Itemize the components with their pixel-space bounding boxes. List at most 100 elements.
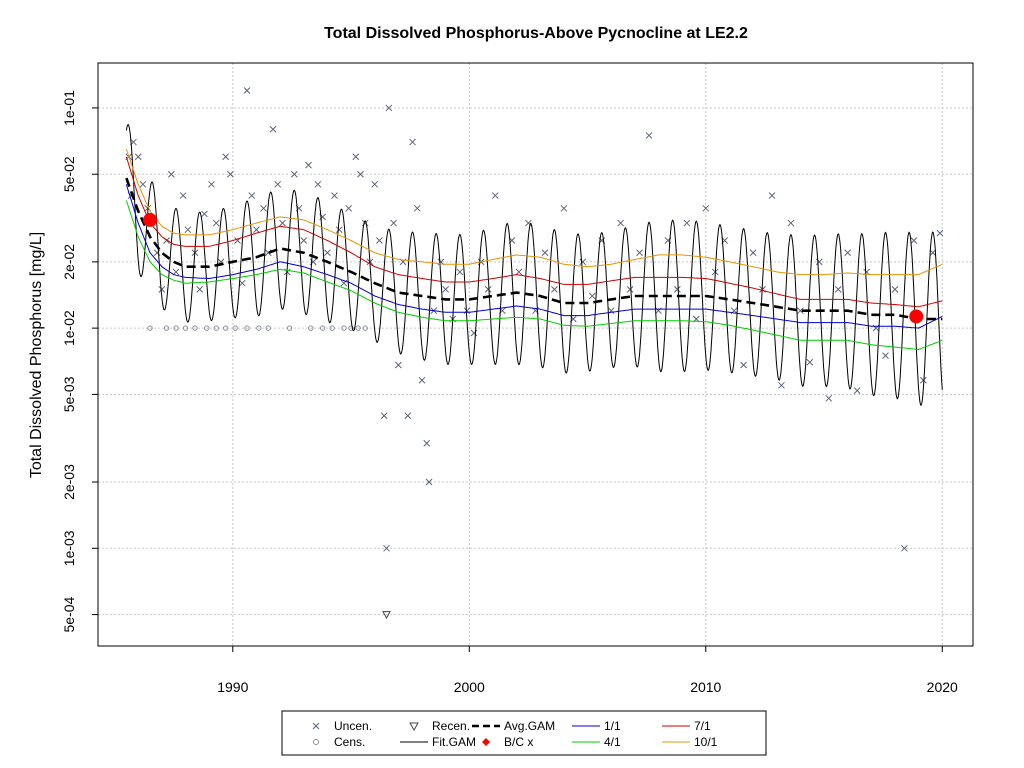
uncensored-point — [227, 170, 234, 178]
censored-point — [232, 325, 238, 331]
plot-frame — [97, 62, 974, 647]
uncensored-point — [212, 219, 220, 227]
fit-gam-line — [125, 123, 943, 407]
uncensored-point — [179, 192, 187, 199]
y-tick-label: 5e-04 — [61, 596, 77, 632]
y-axis-label: Total Dissolved Phosphorus [mg/L] — [28, 232, 45, 478]
x-tick-label: 2020 — [927, 679, 958, 695]
uncensored-point — [274, 180, 282, 188]
chart-title: Total Dissolved Phosphorus-Above Pycnocl… — [324, 25, 748, 42]
uncensored-point — [491, 192, 499, 199]
uncensored-point — [787, 219, 795, 227]
uncensored-point — [423, 439, 431, 447]
censored-point — [223, 325, 229, 331]
y-tick-label: 1e-02 — [61, 310, 77, 346]
uncensored-point — [248, 192, 256, 199]
y-tick-label: 1e-01 — [61, 90, 77, 126]
uncensored-point — [579, 258, 587, 266]
series-line-4-1 — [125, 200, 943, 351]
censored-point — [163, 325, 170, 331]
fit-gam-path — [125, 123, 943, 407]
legend-label: Recen. — [432, 719, 470, 733]
uncensored-point — [383, 544, 390, 552]
uncensored-point — [901, 544, 908, 552]
uncensored-point — [279, 219, 286, 227]
y-tick-label: 2e-02 — [61, 244, 77, 280]
censored-point — [173, 325, 179, 331]
uncensored-point — [238, 279, 246, 287]
uncensored-point — [825, 394, 833, 402]
uncensored-point — [222, 153, 230, 161]
legend-item: Avg.GAM — [472, 719, 555, 733]
uncensored-point — [158, 285, 166, 293]
uncensored-point — [371, 180, 379, 188]
uncensored-point — [290, 170, 298, 178]
legend-item: 4/1 — [572, 735, 621, 749]
recensored-point — [382, 611, 391, 620]
uncensored-point — [560, 204, 568, 212]
uncensored-point — [882, 352, 889, 359]
y-tick-label: 5e-03 — [61, 376, 77, 412]
uncensored-point — [345, 204, 353, 212]
uncensored-point — [324, 249, 331, 257]
uncensored-point — [264, 249, 272, 257]
censored-point — [329, 325, 335, 331]
legend-label: 4/1 — [604, 735, 621, 749]
censored-point — [362, 325, 368, 331]
uncensored-point — [208, 180, 215, 188]
uncensored-point — [139, 180, 147, 188]
uncensored-point — [269, 125, 277, 133]
uncensored-point — [815, 258, 823, 266]
series-line-1-1 — [125, 184, 943, 329]
legend-item: 1/1 — [572, 719, 621, 733]
uncensored-point — [636, 249, 643, 257]
uncensored-point — [456, 268, 464, 276]
uncensored-point — [484, 285, 492, 293]
censored-point — [341, 325, 347, 331]
uncensored-point — [331, 192, 338, 199]
uncensored-point — [253, 226, 260, 234]
uncensored-point — [380, 412, 388, 420]
censored-point — [192, 325, 198, 331]
uncensored-point — [134, 153, 142, 161]
legend: Uncen. Recen. Avg.GAM 1/1 7/1 Cens. Fit.GAM B/C… — [281, 710, 767, 756]
legend-item: 7/1 — [662, 719, 711, 733]
uncensored-point — [184, 226, 192, 234]
uncensored-point — [588, 292, 596, 300]
uncensored-point — [300, 237, 308, 244]
censored-point — [355, 325, 361, 331]
uncensored-point — [740, 361, 747, 369]
uncensored-point — [376, 237, 383, 244]
legend-symbol-circle — [313, 739, 319, 745]
uncensored-point — [335, 226, 343, 234]
censored-point — [147, 325, 153, 331]
uncensored-point — [910, 237, 918, 244]
uncensored-point — [196, 285, 204, 293]
uncensored-point — [891, 285, 899, 293]
uncensored-point — [768, 192, 776, 199]
uncensored-point — [442, 285, 449, 293]
series-lines — [125, 148, 943, 351]
legend-label: Avg.GAM — [504, 719, 555, 733]
censored-point — [244, 325, 250, 331]
uncensored-point — [541, 249, 549, 257]
censored-point — [348, 325, 354, 331]
y-tick-label: 1e-03 — [61, 530, 77, 566]
uncensored-point — [844, 249, 852, 257]
uncensored-point — [418, 376, 426, 384]
uncensored-point — [390, 219, 397, 227]
legend-item: Uncen. — [312, 719, 372, 733]
uncensored-point — [305, 161, 312, 169]
series-line-10-1 — [125, 148, 943, 276]
uncensored-point — [413, 204, 421, 212]
uncensored-point — [702, 204, 710, 212]
uncensored-point — [470, 329, 478, 337]
bc-point — [143, 212, 158, 227]
uncensored-point — [153, 249, 161, 257]
x-tick-label: 1990 — [217, 679, 248, 695]
legend-label: 7/1 — [694, 719, 711, 733]
censored-point — [308, 325, 314, 331]
uncensored-point — [425, 478, 433, 486]
uncensored-point — [806, 358, 814, 366]
uncensored-point — [929, 249, 937, 257]
